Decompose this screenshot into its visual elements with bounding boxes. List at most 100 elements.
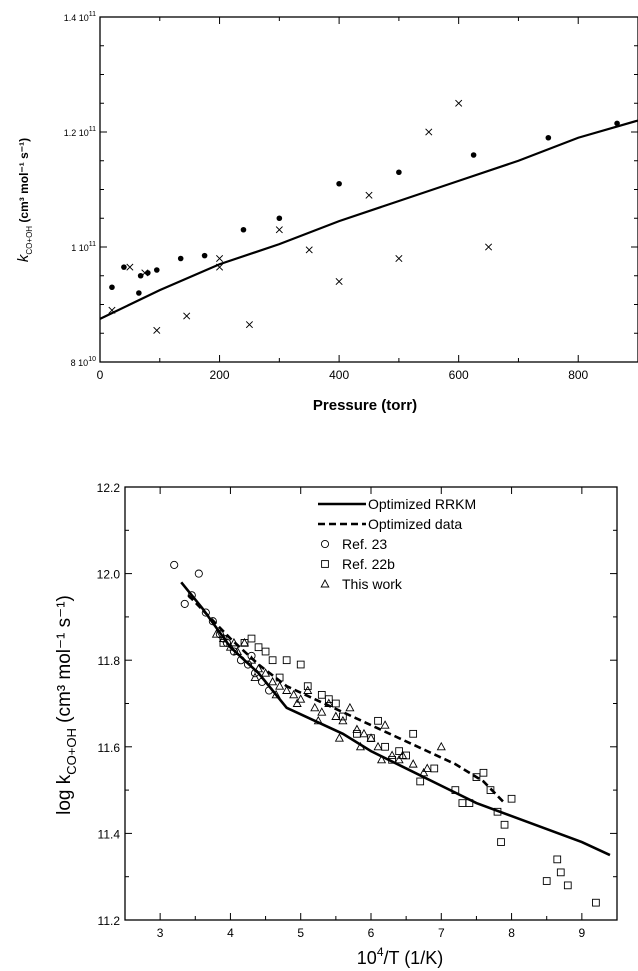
triangle-point <box>336 734 344 741</box>
y-axis-label: kCO+OH (cm³ mol⁻¹ s⁻¹) <box>15 138 34 262</box>
x-tick-label: 200 <box>210 368 230 382</box>
y-axis-label-sub: CO+OH <box>25 226 34 255</box>
triangle-point <box>332 712 340 719</box>
square-point <box>322 561 329 568</box>
axis-ticks <box>100 17 638 362</box>
dot-point <box>546 135 552 141</box>
triangle-point <box>381 721 389 728</box>
fit-line <box>100 121 638 319</box>
y-tick-label: 11.6 <box>98 741 121 755</box>
square-point <box>382 743 389 750</box>
x-axis-label-base: 10 <box>357 948 377 968</box>
data-series <box>100 100 638 334</box>
dot-point <box>614 121 620 127</box>
square-point <box>297 661 304 668</box>
x-tick-label: 7 <box>438 926 445 940</box>
cross-point <box>306 247 312 253</box>
cross-point <box>426 129 432 135</box>
data-series <box>171 561 610 906</box>
x-tick-labels: 0200400600800 <box>97 368 589 382</box>
dot-point <box>136 290 142 296</box>
triangle-point <box>241 639 249 646</box>
circle-point <box>195 570 202 577</box>
chart-arrhenius: 3456789 11.211.411.611.812.012.2 Optimiz… <box>0 430 638 971</box>
y-axis-label: log kCO+OH (cm³ mol⁻¹ s⁻¹) <box>54 595 79 815</box>
square-point <box>255 644 262 651</box>
triangle-point <box>395 756 403 763</box>
triangle-point <box>437 743 445 750</box>
cross-point <box>336 278 342 284</box>
cross-point <box>455 100 461 106</box>
y-tick-label: 1.2 1011 <box>64 126 96 138</box>
y-tick-label: 8 1010 <box>71 356 96 368</box>
triangle-point <box>321 580 329 587</box>
dot-point <box>277 215 283 221</box>
x-axis-label: Pressure (torr) <box>313 397 417 414</box>
x-tick-label: 9 <box>579 926 586 940</box>
square-point <box>459 800 466 807</box>
x-tick-label: 3 <box>157 926 164 940</box>
square-point <box>318 691 325 698</box>
dot-point <box>178 256 184 262</box>
y-tick-label: 1 1011 <box>71 241 96 253</box>
rrkm-line <box>181 582 610 855</box>
y-axis-label-units: (cm³ mol⁻¹ s⁻¹) <box>54 595 75 723</box>
triangle-point <box>311 704 319 711</box>
dot-point <box>109 284 115 290</box>
triangle-point <box>276 682 284 689</box>
triangle-point <box>409 760 417 767</box>
svg-text:log kCO+OH (cm³ mol⁻¹ s⁻¹): log kCO+OH (cm³ mol⁻¹ s⁻¹) <box>54 595 79 815</box>
cross-point <box>183 313 189 319</box>
triangle-point <box>318 708 326 715</box>
cross-point <box>396 255 402 261</box>
square-point <box>269 657 276 664</box>
cross-point <box>485 244 491 250</box>
x-tick-label: 800 <box>568 368 588 382</box>
dot-point <box>145 270 151 276</box>
x-axis-label: 104/T (1/K) <box>357 945 443 968</box>
plot-frame <box>100 17 638 362</box>
triangle-point <box>293 700 301 707</box>
optimized-data-line <box>188 595 504 803</box>
y-axis-label-sub: CO+OH <box>64 728 79 775</box>
x-tick-label: 600 <box>449 368 469 382</box>
triangle-point <box>374 743 382 750</box>
circle-point <box>321 540 328 547</box>
cross-point <box>276 227 282 233</box>
y-tick-labels: 8 10101 10111.2 10111.4 1011 <box>64 11 96 368</box>
legend: Optimized RRKMOptimized dataRef. 23Ref. … <box>318 496 476 592</box>
dot-point <box>154 267 160 273</box>
cross-point <box>366 192 372 198</box>
y-axis-label-units: (cm³ mol⁻¹ s⁻¹) <box>17 138 31 223</box>
square-point <box>501 821 508 828</box>
triangle-point <box>269 678 277 685</box>
triangle-point <box>360 730 368 737</box>
square-point <box>283 657 290 664</box>
dot-point <box>241 227 247 233</box>
chart-pressure: 0200400600800 8 10101 10111.2 10111.4 10… <box>0 0 638 430</box>
triangle-point <box>346 704 354 711</box>
x-tick-label: 0 <box>97 368 104 382</box>
x-tick-label: 6 <box>368 926 375 940</box>
square-point <box>498 839 505 846</box>
x-tick-labels: 3456789 <box>157 926 586 940</box>
dot-point <box>202 253 208 259</box>
svg-text:kCO+OH (cm³ mol⁻¹ s⁻¹): kCO+OH (cm³ mol⁻¹ s⁻¹) <box>15 138 34 262</box>
cross-point <box>216 255 222 261</box>
triangle-point <box>353 725 361 732</box>
x-tick-label: 4 <box>227 926 234 940</box>
x-axis-label-rest: /T (1/K) <box>384 948 444 968</box>
square-point <box>332 700 339 707</box>
square-point <box>593 899 600 906</box>
square-point <box>375 717 382 724</box>
square-point <box>354 730 361 737</box>
square-point <box>262 648 269 655</box>
y-tick-label: 11.2 <box>98 914 121 928</box>
y-tick-label: 12.0 <box>97 568 121 582</box>
square-point <box>417 778 424 785</box>
legend-label: Ref. 23 <box>342 536 387 552</box>
dot-point <box>121 264 127 270</box>
dot-point <box>471 152 477 158</box>
square-point <box>431 765 438 772</box>
circle-point <box>171 561 178 568</box>
